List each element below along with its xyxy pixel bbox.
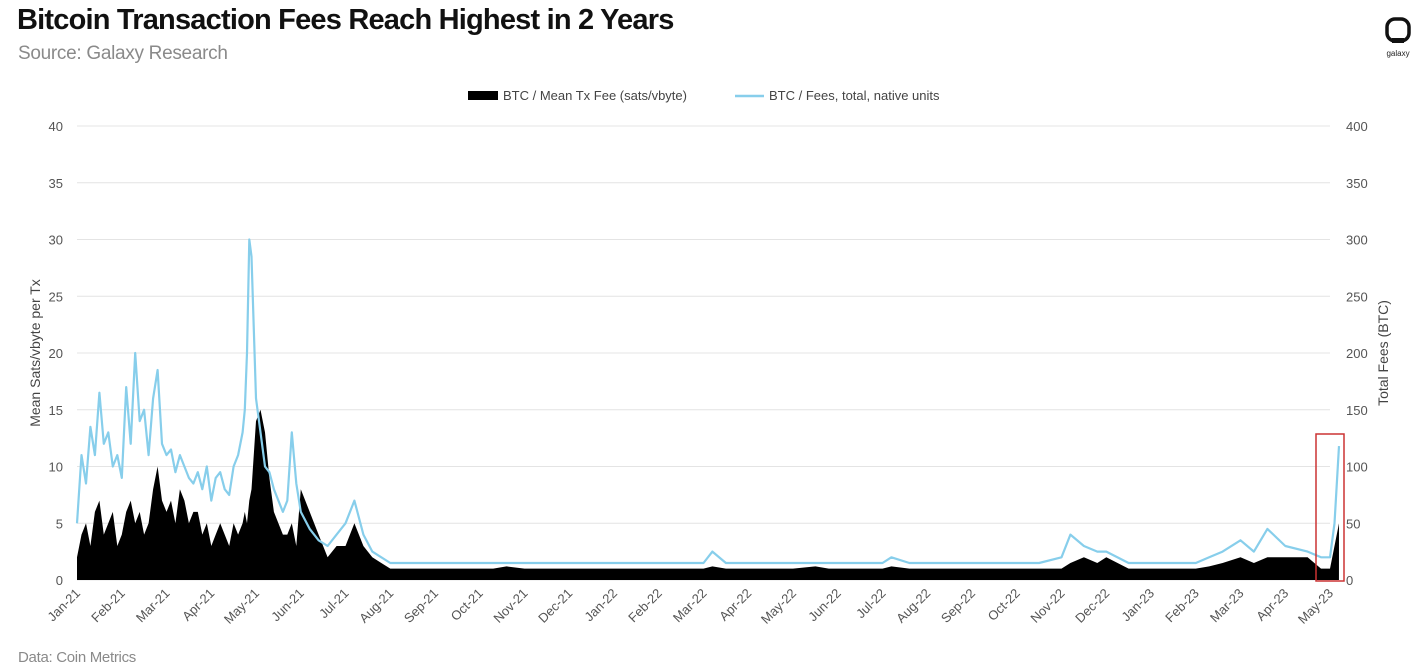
x-tick-label: Aug-22 bbox=[893, 586, 933, 626]
right-tick-label: 100 bbox=[1346, 460, 1368, 475]
legend-swatch-mean-tx-fee bbox=[468, 91, 498, 100]
right-axis-ticks: 0 50 100 150 200 250 300 350 400 bbox=[1346, 119, 1368, 588]
x-tick-label: Jan-21 bbox=[44, 586, 83, 625]
highlight-box bbox=[1315, 433, 1345, 582]
x-tick-label: May-21 bbox=[221, 586, 262, 627]
galaxy-logo: galaxy bbox=[1380, 16, 1416, 60]
logo-text: galaxy bbox=[1386, 49, 1410, 58]
left-axis-title: Mean Sats/vbyte per Tx bbox=[27, 279, 43, 427]
x-tick-label: Feb-21 bbox=[88, 586, 128, 626]
right-tick-label: 350 bbox=[1346, 176, 1368, 191]
right-tick-label: 300 bbox=[1346, 233, 1368, 248]
legend-label-mean-tx-fee: BTC / Mean Tx Fee (sats/vbyte) bbox=[503, 88, 687, 103]
x-tick-label: Mar-23 bbox=[1207, 586, 1247, 626]
x-tick-label: Oct-22 bbox=[985, 586, 1023, 624]
x-tick-label: Mar-21 bbox=[133, 586, 173, 626]
chart-footer: Data: Coin Metrics bbox=[18, 649, 136, 666]
galaxy-logo-icon bbox=[1385, 17, 1411, 43]
left-tick-label: 35 bbox=[49, 176, 63, 191]
series-mean-tx-fee-area bbox=[77, 409, 1339, 580]
left-tick-label: 30 bbox=[49, 233, 63, 248]
right-tick-label: 200 bbox=[1346, 346, 1368, 361]
left-axis-ticks: 0 5 10 15 20 25 30 35 40 bbox=[49, 119, 63, 588]
x-tick-label: Apr-23 bbox=[1253, 586, 1291, 624]
left-tick-label: 0 bbox=[56, 573, 63, 588]
x-tick-label: Jan-22 bbox=[581, 586, 620, 625]
x-tick-label: Apr-21 bbox=[179, 586, 217, 624]
left-tick-label: 20 bbox=[49, 346, 63, 361]
x-tick-label: Jun-22 bbox=[805, 586, 844, 625]
grid-lines bbox=[77, 125, 1330, 581]
right-tick-label: 150 bbox=[1346, 403, 1368, 418]
x-tick-label: Aug-21 bbox=[356, 586, 396, 626]
legend-label-total-fees: BTC / Fees, total, native units bbox=[769, 88, 940, 103]
left-tick-label: 10 bbox=[49, 460, 63, 475]
x-tick-label: Jul-22 bbox=[853, 586, 889, 622]
x-tick-label: Apr-22 bbox=[716, 586, 754, 624]
right-axis-title: Total Fees (BTC) bbox=[1375, 300, 1391, 406]
chart-subtitle: Source: Galaxy Research bbox=[18, 43, 228, 64]
left-tick-label: 40 bbox=[49, 119, 63, 134]
x-tick-label: Nov-22 bbox=[1027, 586, 1067, 626]
x-tick-label: Mar-22 bbox=[670, 586, 710, 626]
x-tick-label: Feb-23 bbox=[1162, 586, 1202, 626]
left-tick-label: 25 bbox=[49, 289, 63, 304]
x-axis-ticks: Jan-21 Feb-21 Mar-21 Apr-21 May-21 Jun-21 Jul-… bbox=[44, 586, 1336, 627]
legend: BTC / Mean Tx Fee (sats/vbyte) BTC / Fee… bbox=[468, 88, 940, 103]
x-tick-label: Dec-21 bbox=[535, 586, 575, 626]
chart-title: Bitcoin Transaction Fees Reach Highest i… bbox=[17, 4, 674, 36]
left-tick-label: 15 bbox=[49, 403, 63, 418]
x-tick-label: Jan-23 bbox=[1118, 586, 1157, 625]
x-tick-label: Sep-22 bbox=[938, 586, 978, 626]
right-tick-label: 0 bbox=[1346, 573, 1353, 588]
x-tick-label: May-23 bbox=[1295, 586, 1336, 627]
x-tick-label: Jul-21 bbox=[316, 586, 352, 622]
right-tick-label: 50 bbox=[1346, 516, 1360, 531]
x-tick-label: Oct-21 bbox=[448, 586, 486, 624]
x-tick-label: Dec-22 bbox=[1072, 586, 1112, 626]
right-tick-label: 400 bbox=[1346, 119, 1368, 134]
x-tick-label: Sep-21 bbox=[401, 586, 441, 626]
x-tick-label: May-22 bbox=[758, 586, 799, 627]
left-tick-label: 5 bbox=[56, 516, 63, 531]
x-tick-label: Feb-22 bbox=[625, 586, 665, 626]
series-total-fees-line bbox=[75, 238, 1341, 565]
x-tick-label: Nov-21 bbox=[490, 586, 530, 626]
x-tick-label: Jun-21 bbox=[268, 586, 307, 625]
right-tick-label: 250 bbox=[1346, 289, 1368, 304]
